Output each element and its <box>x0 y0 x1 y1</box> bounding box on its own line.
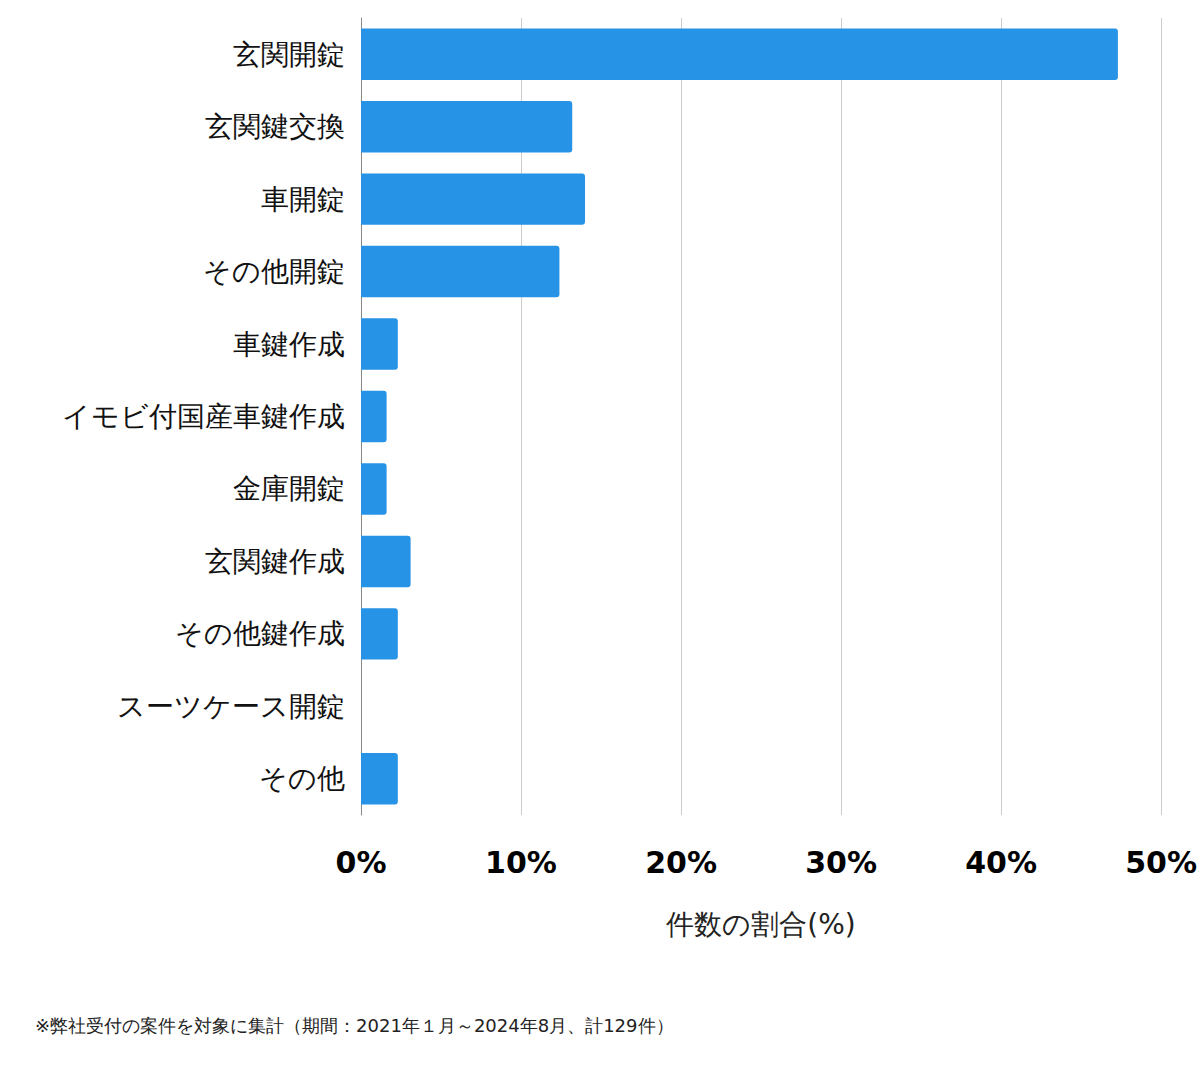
svg-text:30%: 30% <box>805 845 877 880</box>
svg-text:車鍵作成: 車鍵作成 <box>233 328 345 361</box>
svg-text:車開錠: 車開錠 <box>261 183 345 216</box>
svg-text:金庫開錠: 金庫開錠 <box>233 472 345 505</box>
svg-text:50%: 50% <box>1125 845 1197 880</box>
svg-text:その他開錠: その他開錠 <box>203 255 345 288</box>
svg-text:40%: 40% <box>965 845 1037 880</box>
svg-text:玄関鍵作成: 玄関鍵作成 <box>205 545 345 578</box>
svg-text:※弊社受付の案件を対象に集計（期間：2021年１月～2024: ※弊社受付の案件を対象に集計（期間：2021年１月～2024年8月、計129件） <box>35 1015 674 1036</box>
svg-text:その他: その他 <box>259 762 345 795</box>
svg-text:件数の割合(%): 件数の割合(%) <box>666 908 855 941</box>
svg-text:玄関開錠: 玄関開錠 <box>233 38 345 71</box>
svg-text:20%: 20% <box>645 845 717 880</box>
svg-text:10%: 10% <box>485 845 557 880</box>
svg-text:玄関鍵交換: 玄関鍵交換 <box>205 110 345 143</box>
svg-text:その他鍵作成: その他鍵作成 <box>175 617 345 650</box>
svg-text:0%: 0% <box>336 845 387 880</box>
svg-text:イモビ付国産車鍵作成: イモビ付国産車鍵作成 <box>62 400 345 433</box>
svg-text:スーツケース開錠: スーツケース開錠 <box>117 690 345 723</box>
